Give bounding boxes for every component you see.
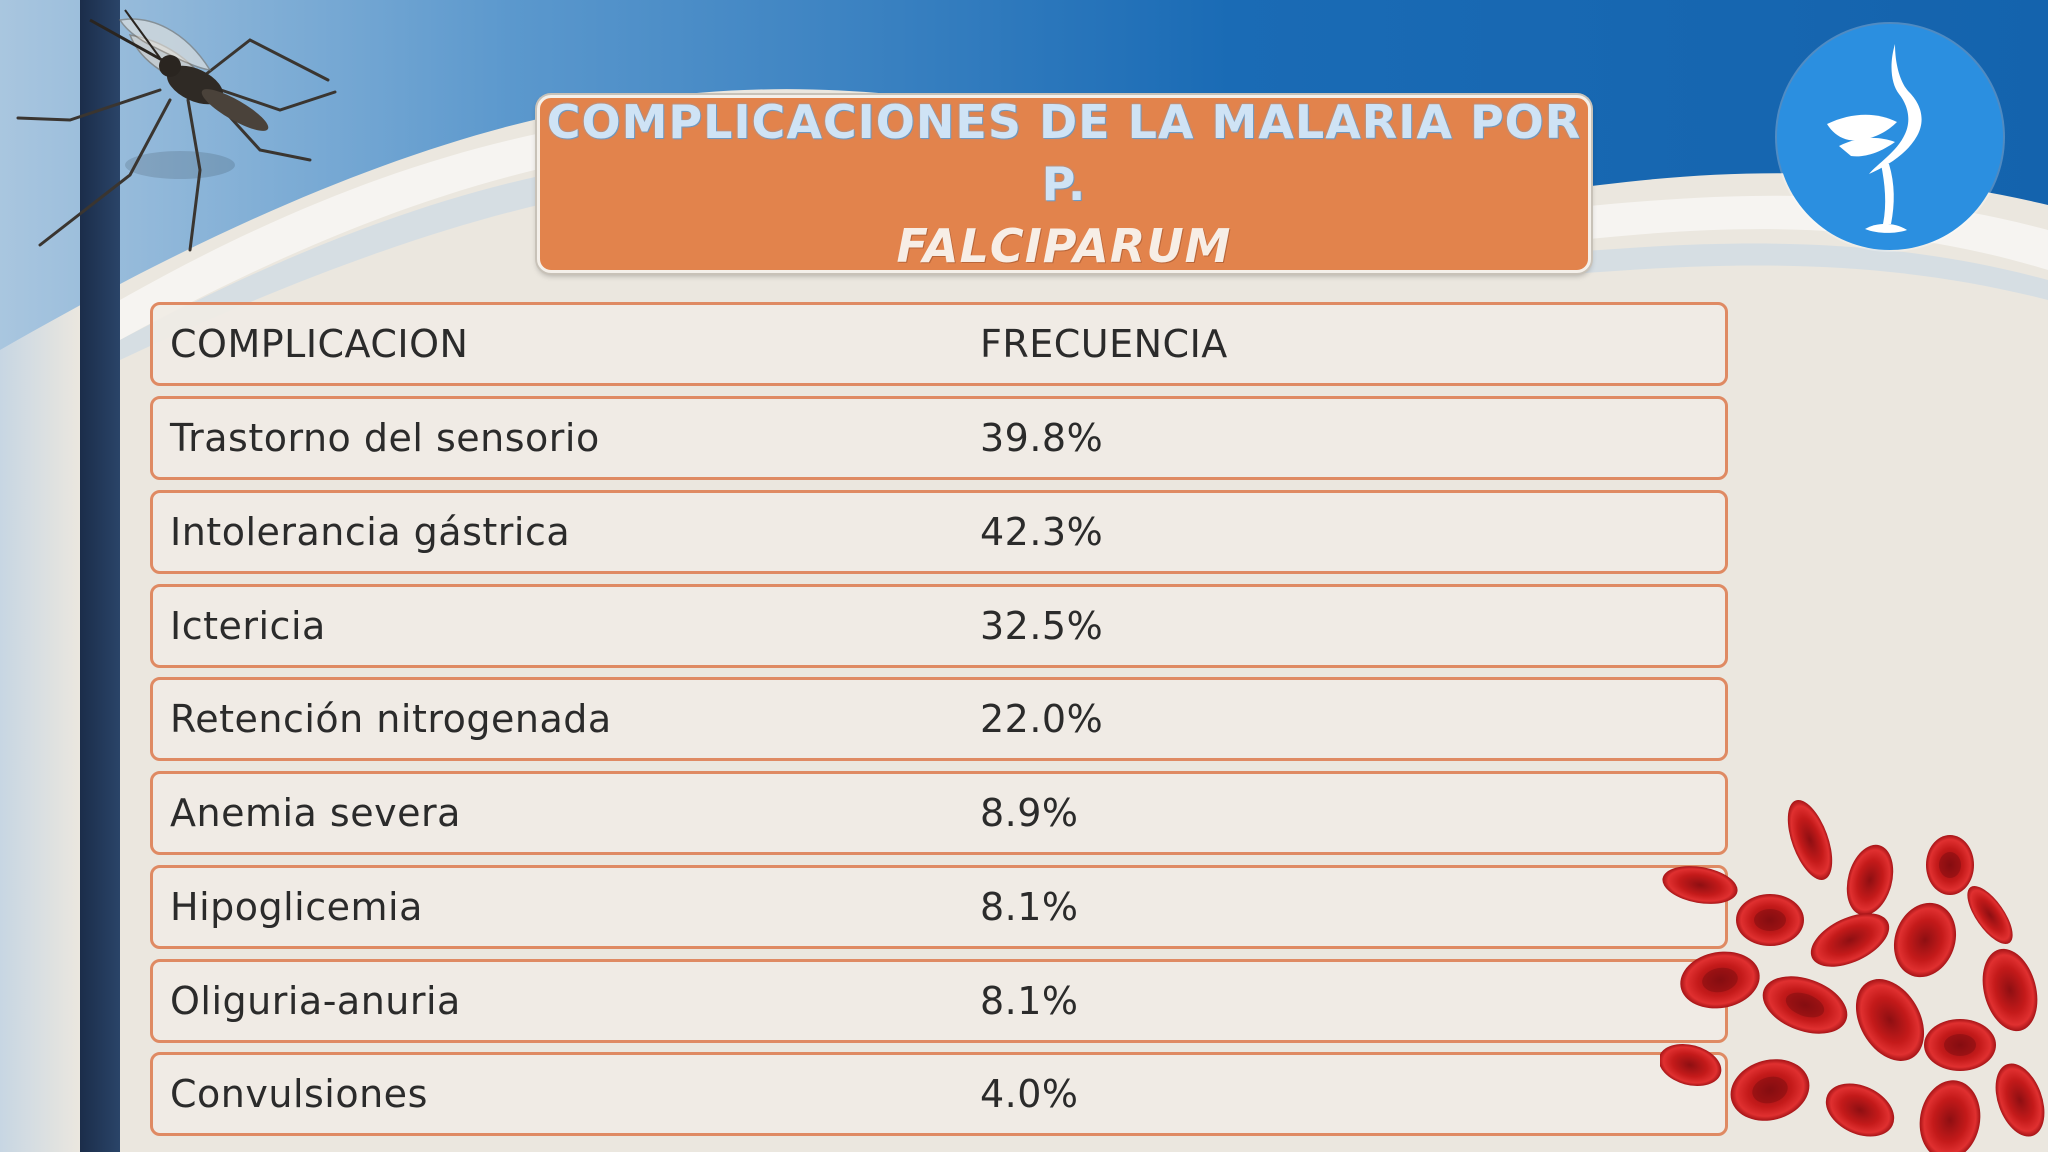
complicacion-cell: Ictericia bbox=[170, 604, 326, 648]
table-row: Hipoglicemia 8.1% bbox=[150, 865, 1728, 949]
complicacion-cell: Oliguria-anuria bbox=[170, 979, 461, 1023]
mosquito-illustration bbox=[16, 9, 337, 252]
frecuencia-cell: 39.8% bbox=[980, 416, 1104, 460]
table-row: Retención nitrogenada 22.0% bbox=[150, 677, 1728, 761]
header-frecuencia: FRECUENCIA bbox=[980, 322, 1228, 366]
left-accent-bar bbox=[80, 0, 120, 1152]
slide-title-line2: FALCIPARUM bbox=[896, 219, 1232, 273]
slide-title-line1: COMPLICACIONES DE LA MALARIA POR P. bbox=[546, 95, 1582, 211]
complicacion-cell: Convulsiones bbox=[170, 1072, 428, 1116]
frecuencia-cell: 8.1% bbox=[980, 979, 1079, 1023]
table-row: Intolerancia gástrica 42.3% bbox=[150, 490, 1728, 574]
crane-bird-logo-icon bbox=[1777, 24, 2003, 250]
table-row: Anemia severa 8.9% bbox=[150, 771, 1728, 855]
complicacion-cell: Retención nitrogenada bbox=[170, 697, 612, 741]
slide-title-box: COMPLICACIONES DE LA MALARIA POR P. FALC… bbox=[537, 95, 1591, 273]
table-row: Ictericia 32.5% bbox=[150, 584, 1728, 668]
frecuencia-cell: 32.5% bbox=[980, 604, 1104, 648]
header-complicacion: COMPLICACION bbox=[170, 322, 469, 366]
table-row: Convulsiones 4.0% bbox=[150, 1052, 1728, 1136]
complicacion-cell: Anemia severa bbox=[170, 791, 461, 835]
frecuencia-cell: 8.9% bbox=[980, 791, 1079, 835]
frecuencia-cell: 8.1% bbox=[980, 885, 1079, 929]
table-row: Oliguria-anuria 8.1% bbox=[150, 959, 1728, 1043]
frecuencia-cell: 22.0% bbox=[980, 697, 1104, 741]
complicacion-cell: Trastorno del sensorio bbox=[170, 416, 600, 460]
table-header-row: COMPLICACION FRECUENCIA bbox=[150, 302, 1728, 386]
complicacion-cell: Intolerancia gástrica bbox=[170, 510, 571, 554]
frecuencia-cell: 42.3% bbox=[980, 510, 1104, 554]
frecuencia-cell: 4.0% bbox=[980, 1072, 1079, 1116]
table-row: Trastorno del sensorio 39.8% bbox=[150, 396, 1728, 480]
red-blood-cells-illustration bbox=[1660, 800, 2045, 1152]
complicacion-cell: Hipoglicemia bbox=[170, 885, 423, 929]
